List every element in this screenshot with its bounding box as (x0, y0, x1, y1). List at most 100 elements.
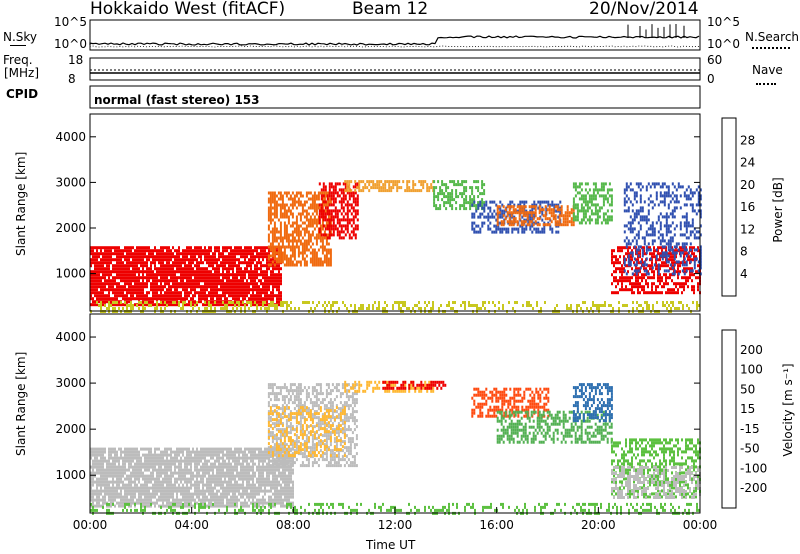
heatmap-cell (637, 285, 639, 289)
heatmap-cell (322, 304, 324, 307)
heatmap-cell (412, 183, 415, 187)
heatmap-cell (116, 483, 118, 487)
heatmap-cell (94, 273, 96, 277)
heatmap-cell (643, 276, 645, 280)
heatmap-cell (572, 206, 575, 210)
heatmap-cell (132, 447, 134, 451)
heatmap-cell (126, 276, 128, 280)
heatmap-cell (102, 255, 104, 259)
heatmap-cell (651, 239, 654, 243)
heatmap-cell (244, 276, 246, 280)
heatmap-cell (487, 224, 490, 228)
heatmap-cell (321, 242, 324, 246)
heatmap-cell (635, 269, 638, 273)
heatmap-cell (275, 227, 278, 231)
heatmap-cell (188, 276, 190, 280)
heatmap-cell (112, 471, 114, 475)
heatmap-cell (311, 203, 314, 207)
heatmap-cell (110, 450, 112, 454)
heatmap-cell (309, 215, 312, 219)
heatmap-cell (313, 248, 316, 252)
heatmap-cell (114, 288, 116, 292)
heatmap-cell (166, 288, 168, 292)
heatmap-cell (332, 194, 335, 198)
heatmap-cell (659, 185, 662, 189)
heatmap-cell (116, 486, 118, 490)
heatmap-cell (100, 486, 102, 490)
heatmap-cell (582, 200, 585, 204)
heatmap-cell (118, 486, 120, 490)
heatmap-cell (698, 304, 700, 307)
heatmap-cell (188, 270, 190, 274)
heatmap-cell (483, 201, 486, 205)
heatmap-cell (327, 215, 330, 219)
heatmap-cell (631, 249, 633, 253)
heatmap-cell (232, 261, 234, 265)
heatmap-cell (190, 282, 192, 286)
heatmap-cell (291, 260, 294, 264)
heatmap-cell (566, 211, 569, 215)
heatmap-cell (309, 197, 312, 201)
heatmap-cell (556, 220, 559, 224)
heatmap-cell (418, 189, 421, 193)
heatmap-cell (671, 209, 674, 213)
heatmap-cell (102, 447, 104, 451)
heatmap-cell (447, 192, 450, 196)
heatmap-cell (687, 285, 689, 289)
heatmap-cell (138, 294, 140, 298)
heatmap-cell (260, 297, 262, 301)
heatmap-cell (293, 194, 296, 198)
heatmap-cell (451, 192, 454, 196)
heatmap-cell (214, 282, 216, 286)
heatmap-cell (232, 285, 234, 289)
heatmap-cell (122, 267, 124, 271)
heatmap-cell (482, 304, 484, 307)
heatmap-cell (166, 304, 168, 307)
heatmap-cell (228, 264, 230, 268)
heatmap-cell (313, 254, 316, 258)
heatmap-cell (461, 180, 464, 184)
heatmap-cell (404, 301, 406, 304)
heatmap-cell (368, 189, 371, 193)
heatmap-cell (537, 221, 540, 225)
heatmap-cell (273, 248, 276, 252)
heatmap-cell (481, 224, 484, 228)
heatmap-cell (317, 233, 320, 237)
heatmap-cell (220, 255, 222, 259)
heatmap-cell (493, 209, 496, 213)
heatmap-cell (144, 249, 146, 253)
heatmap-cell (98, 246, 100, 250)
heatmap-cell (126, 450, 128, 454)
heatmap-cell (392, 304, 394, 307)
heatmap-cell (340, 203, 343, 207)
heatmap-cell (114, 489, 116, 493)
heatmap-cell (114, 267, 116, 271)
heatmap-cell (422, 183, 425, 187)
heatmap-cell (248, 270, 250, 274)
heatmap-cell (170, 264, 172, 268)
heatmap-cell (534, 220, 537, 224)
heatmap-cell (186, 279, 188, 283)
heatmap-cell (611, 252, 613, 256)
heatmap-cell (543, 221, 546, 225)
heatmap-cell (180, 276, 182, 280)
heatmap-cell (504, 208, 507, 212)
heatmap-cell (232, 273, 234, 277)
heatmap-cell (592, 203, 595, 207)
heatmap-cell (653, 230, 656, 234)
heatmap-cell (234, 249, 236, 253)
heatmap-cell (271, 233, 274, 237)
heatmap-cell (697, 194, 700, 198)
heatmap-cell (110, 261, 112, 265)
heatmap-cell (269, 200, 272, 204)
heatmap-cell (196, 282, 198, 286)
heatmap-cell (258, 261, 260, 265)
heatmap-cell (625, 242, 628, 246)
heatmap-cell (639, 218, 642, 222)
heatmap-cell (667, 224, 670, 228)
heatmap-cell (309, 251, 312, 255)
heatmap-cell (305, 209, 308, 213)
cpid-panel-frame (89, 85, 701, 109)
heatmap-cell (264, 288, 266, 292)
heatmap-cell (122, 252, 124, 256)
